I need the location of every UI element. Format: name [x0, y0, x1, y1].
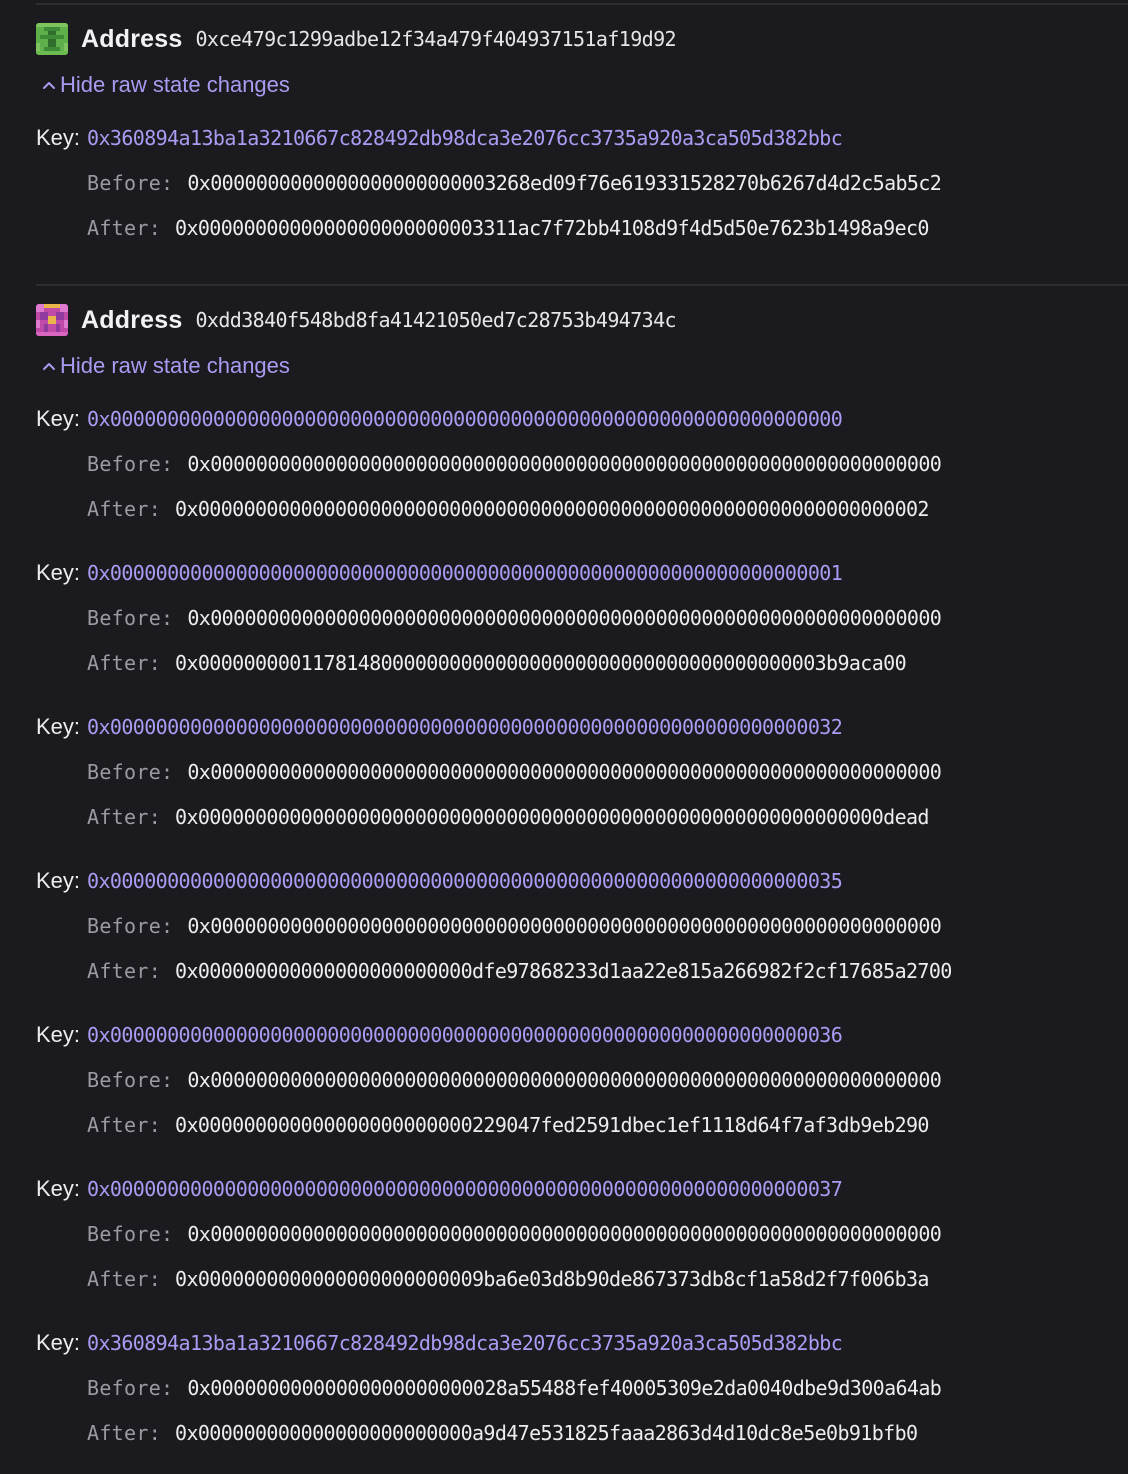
- after-label: After:: [87, 216, 162, 240]
- before-label: Before:: [87, 452, 174, 476]
- before-value: 0x00000000000000000000000000000000000000…: [187, 1222, 942, 1246]
- key-row: Key: 0x000000000000000000000000000000000…: [36, 404, 1128, 434]
- after-value: 0x00000000011781480000000000000000000000…: [175, 651, 907, 675]
- state-change-entry: Key: 0x000000000000000000000000000000000…: [36, 558, 1128, 678]
- after-label: After:: [87, 1113, 162, 1137]
- magenta-identicon-icon: [36, 304, 68, 336]
- state-change-entry: Key: 0x000000000000000000000000000000000…: [36, 1020, 1128, 1140]
- key-value[interactable]: 0x00000000000000000000000000000000000000…: [87, 715, 843, 739]
- state-change-entry: Key: 0x000000000000000000000000000000000…: [36, 866, 1128, 986]
- key-label: Key:: [36, 560, 81, 585]
- chevron-up-icon: [43, 363, 55, 370]
- section-divider: [36, 284, 1128, 286]
- address-label: Address: [81, 305, 183, 334]
- key-value[interactable]: 0x00000000000000000000000000000000000000…: [87, 561, 843, 585]
- key-label: Key:: [36, 125, 81, 150]
- before-row: Before: 0x000000000000000000000000000000…: [87, 757, 1128, 787]
- before-row: Before: 0x000000000000000000000000000000…: [87, 449, 1128, 479]
- hide-raw-state-changes-toggle[interactable]: Hide raw state changes: [36, 351, 290, 381]
- before-row: Before: 0x000000000000000000000000000000…: [87, 911, 1128, 941]
- before-label: Before:: [87, 914, 174, 938]
- address-label: Address: [81, 24, 183, 53]
- hide-raw-state-changes-toggle[interactable]: Hide raw state changes: [36, 70, 290, 100]
- account-section: Address 0xce479c1299adbe12f34a479f404937…: [36, 22, 1128, 243]
- before-label: Before:: [87, 760, 174, 784]
- state-change-entry: Key: 0x000000000000000000000000000000000…: [36, 1174, 1128, 1294]
- key-value[interactable]: 0x00000000000000000000000000000000000000…: [87, 1023, 843, 1047]
- after-value: 0x00000000000000000000000000000000000000…: [175, 497, 929, 521]
- toggle-label: Hide raw state changes: [60, 353, 290, 378]
- after-label: After:: [87, 497, 162, 521]
- key-row: Key: 0x000000000000000000000000000000000…: [36, 1020, 1128, 1050]
- before-value: 0x00000000000000000000000000000000000000…: [187, 760, 942, 784]
- before-row: Before: 0x0000000000000000000000003268ed…: [87, 168, 1128, 198]
- section-divider: [36, 3, 1128, 5]
- after-row: After: 0x0000000000000000000000003311ac7…: [87, 213, 1128, 243]
- after-label: After:: [87, 1267, 162, 1291]
- after-row: After: 0x0000000000000000000000000000000…: [87, 494, 1128, 524]
- key-row: Key: 0x360894a13ba1a3210667c828492db98dc…: [36, 1328, 1128, 1358]
- before-label: Before:: [87, 1376, 174, 1400]
- before-value: 0x00000000000000000000000028a55488fef400…: [187, 1376, 942, 1400]
- key-value[interactable]: 0x00000000000000000000000000000000000000…: [87, 1177, 843, 1201]
- before-label: Before:: [87, 1222, 174, 1246]
- account-section: Address 0xdd3840f548bd8fa41421050ed7c287…: [36, 303, 1128, 1448]
- after-value: 0x0000000000000000000000009ba6e03d8b90de…: [175, 1267, 929, 1291]
- after-row: After: 0x000000000000000000000000229047f…: [87, 1110, 1128, 1140]
- after-value: 0x0000000000000000000000003311ac7f72bb41…: [175, 216, 929, 240]
- after-row: After: 0x0000000001178148000000000000000…: [87, 648, 1128, 678]
- key-label: Key:: [36, 714, 81, 739]
- before-value: 0x00000000000000000000000000000000000000…: [187, 452, 942, 476]
- after-value: 0x000000000000000000000000a9d47e531825fa…: [175, 1421, 918, 1445]
- address-header: Address 0xdd3840f548bd8fa41421050ed7c287…: [36, 303, 1128, 337]
- chevron-up-icon: [43, 82, 55, 89]
- after-row: After: 0x000000000000000000000000dfe9786…: [87, 956, 1128, 986]
- before-row: Before: 0x000000000000000000000000000000…: [87, 1219, 1128, 1249]
- address-value: 0xce479c1299adbe12f34a479f404937151af19d…: [195, 27, 676, 51]
- key-label: Key:: [36, 1022, 81, 1047]
- state-change-entry: Key: 0x360894a13ba1a3210667c828492db98dc…: [36, 1328, 1128, 1448]
- state-change-entry: Key: 0x000000000000000000000000000000000…: [36, 404, 1128, 524]
- key-value[interactable]: 0x00000000000000000000000000000000000000…: [87, 869, 843, 893]
- before-row: Before: 0x000000000000000000000000000000…: [87, 1065, 1128, 1095]
- before-value: 0x00000000000000000000000000000000000000…: [187, 1068, 942, 1092]
- before-value: 0x00000000000000000000000000000000000000…: [187, 914, 942, 938]
- key-row: Key: 0x000000000000000000000000000000000…: [36, 1174, 1128, 1204]
- state-change-entry: Key: 0x360894a13ba1a3210667c828492db98dc…: [36, 123, 1128, 243]
- key-value[interactable]: 0x00000000000000000000000000000000000000…: [87, 407, 843, 431]
- after-row: After: 0x000000000000000000000000a9d47e5…: [87, 1418, 1128, 1448]
- key-label: Key:: [36, 1176, 81, 1201]
- key-value[interactable]: 0x360894a13ba1a3210667c828492db98dca3e20…: [87, 126, 843, 150]
- after-value: 0x00000000000000000000000000000000000000…: [175, 805, 929, 829]
- before-label: Before:: [87, 606, 174, 630]
- key-row: Key: 0x000000000000000000000000000000000…: [36, 712, 1128, 742]
- address-value: 0xdd3840f548bd8fa41421050ed7c28753b49473…: [195, 308, 676, 332]
- after-value: 0x000000000000000000000000229047fed2591d…: [175, 1113, 929, 1137]
- after-label: After:: [87, 959, 162, 983]
- green-identicon-icon: [36, 23, 68, 55]
- after-label: After:: [87, 805, 162, 829]
- key-label: Key:: [36, 1330, 81, 1355]
- toggle-label: Hide raw state changes: [60, 72, 290, 97]
- key-label: Key:: [36, 406, 81, 431]
- before-value: 0x00000000000000000000000000000000000000…: [187, 606, 942, 630]
- before-value: 0x0000000000000000000000003268ed09f76e61…: [187, 171, 942, 195]
- key-label: Key:: [36, 868, 81, 893]
- address-header: Address 0xce479c1299adbe12f34a479f404937…: [36, 22, 1128, 56]
- after-value: 0x000000000000000000000000dfe97868233d1a…: [175, 959, 952, 983]
- before-label: Before:: [87, 1068, 174, 1092]
- after-row: After: 0x0000000000000000000000000000000…: [87, 802, 1128, 832]
- before-row: Before: 0x000000000000000000000000000000…: [87, 603, 1128, 633]
- after-label: After:: [87, 651, 162, 675]
- before-label: Before:: [87, 171, 174, 195]
- after-label: After:: [87, 1421, 162, 1445]
- state-change-entry: Key: 0x000000000000000000000000000000000…: [36, 712, 1128, 832]
- key-row: Key: 0x000000000000000000000000000000000…: [36, 558, 1128, 588]
- before-row: Before: 0x00000000000000000000000028a554…: [87, 1373, 1128, 1403]
- key-row: Key: 0x000000000000000000000000000000000…: [36, 866, 1128, 896]
- after-row: After: 0x0000000000000000000000009ba6e03…: [87, 1264, 1128, 1294]
- key-value[interactable]: 0x360894a13ba1a3210667c828492db98dca3e20…: [87, 1331, 843, 1355]
- key-row: Key: 0x360894a13ba1a3210667c828492db98dc…: [36, 123, 1128, 153]
